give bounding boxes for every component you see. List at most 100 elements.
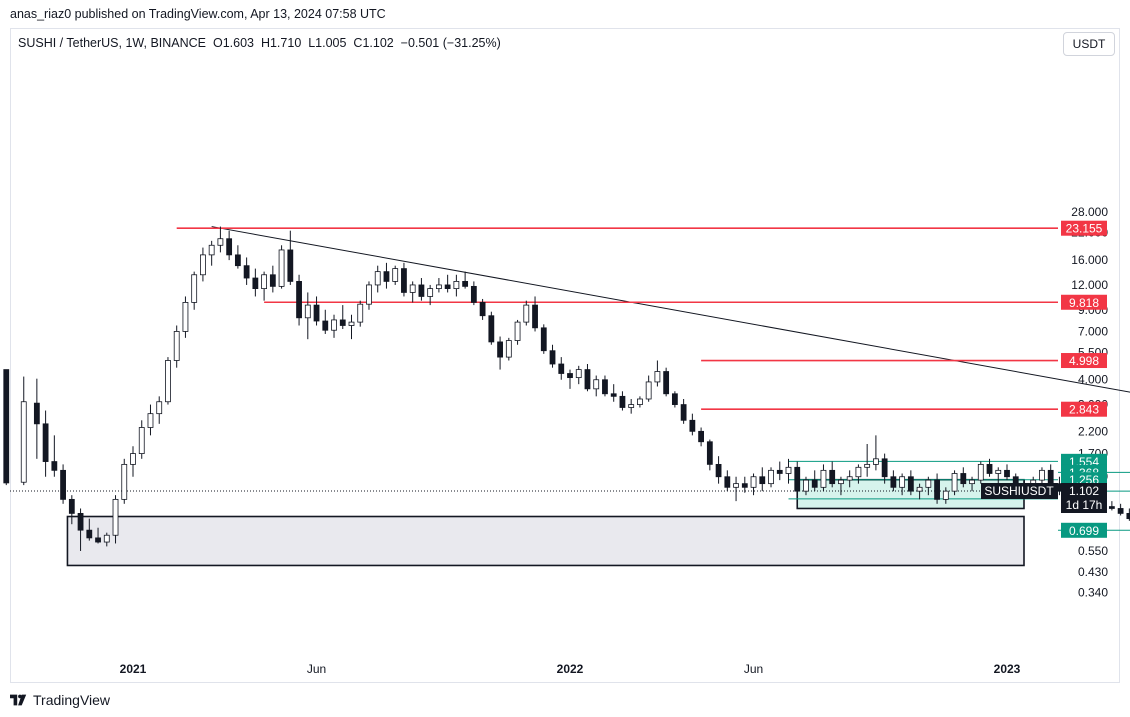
candle [706, 439, 713, 471]
close-label: C [353, 36, 363, 50]
candle-body [942, 490, 949, 500]
currency-button[interactable]: USDT [1063, 32, 1115, 56]
candle-body [418, 284, 425, 297]
candle-body [575, 369, 582, 379]
candle [567, 369, 573, 389]
price-tick-label: 7.000 [1078, 324, 1108, 338]
low-value: 1.005 [315, 36, 347, 50]
candle [121, 458, 128, 504]
candle [287, 230, 294, 285]
candle [820, 464, 827, 492]
candle-body [401, 268, 407, 293]
candle-body [33, 402, 40, 425]
candle-body [191, 274, 198, 303]
time-axis: 2021Jun2022Jun2023Jun2024Jun2025 [120, 662, 1021, 676]
candle [208, 240, 215, 266]
candle-body [51, 461, 58, 471]
candle [191, 271, 198, 310]
symbol-legend[interactable]: SUSHI / TetherUS, 1W, BINANCE O1.603 H1.… [18, 36, 501, 50]
candle-body [322, 320, 329, 331]
resistance-price-label-text: 9.818 [1069, 296, 1099, 310]
candle-body [514, 321, 521, 341]
candle [628, 399, 635, 414]
candle-body [977, 463, 984, 481]
candle-body [383, 271, 390, 282]
candle [435, 278, 442, 293]
candle-body [838, 479, 844, 485]
candle [733, 476, 739, 502]
candle-body [846, 476, 853, 481]
candle [313, 296, 320, 326]
candle [42, 410, 49, 477]
candle-body [1047, 469, 1054, 485]
candle-body [602, 379, 608, 395]
candle-body [112, 498, 119, 536]
candle [130, 446, 136, 477]
resistance-price-label-bg [1061, 294, 1107, 310]
price-tick-label: 16.000 [1071, 253, 1108, 267]
candle-body [558, 363, 565, 374]
support-price-label-bg [1061, 522, 1107, 538]
candle [33, 378, 40, 459]
candle-body [733, 483, 739, 488]
candle [462, 271, 469, 289]
candle-body [208, 244, 215, 256]
price-tick-label: 0.550 [1078, 544, 1108, 558]
candle-body [95, 537, 101, 543]
candle [77, 508, 84, 551]
candle [811, 470, 818, 492]
candle [934, 473, 940, 504]
descending-trendline [211, 226, 1130, 393]
candle [864, 443, 871, 477]
candle [540, 324, 547, 354]
tradingview-brand[interactable]: TradingView [10, 692, 110, 708]
candle-body [811, 479, 818, 488]
candle [1039, 467, 1045, 484]
candle [925, 476, 932, 496]
bar-countdown-text: 1d 17h [1066, 498, 1103, 512]
candle-body [628, 404, 635, 408]
candle [715, 456, 722, 484]
candle [444, 274, 451, 293]
candle [392, 265, 399, 285]
candle [1004, 464, 1010, 481]
publisher-caption: anas_riaz0 published on TradingView.com,… [10, 7, 386, 21]
candle [855, 464, 862, 484]
candle-body [855, 466, 862, 478]
resistance-price-label-text: 4.998 [1069, 354, 1099, 368]
candles-layer [3, 226, 1130, 551]
candle-body [130, 453, 136, 465]
candle-body [803, 479, 809, 492]
candle-body [226, 238, 233, 256]
candle [20, 376, 27, 486]
candle [418, 278, 425, 301]
candle [173, 325, 180, 368]
candle-body [313, 304, 320, 322]
candle [593, 375, 600, 397]
candle [785, 458, 792, 484]
candle [890, 470, 897, 492]
candle-body [1039, 469, 1045, 481]
candle-body [873, 458, 879, 465]
candle [1117, 503, 1124, 516]
level-labels-layer: 23.1559.8184.9982.8431.5541.3681.2561.10… [981, 220, 1107, 538]
change-value: −0.501 (−31.25%) [400, 36, 501, 50]
candle-body [497, 341, 503, 358]
candle-body [567, 373, 573, 379]
candle [637, 396, 643, 408]
candle-body [549, 350, 556, 365]
time-tick-label: Jun [307, 662, 326, 676]
candle-body [890, 476, 897, 488]
candle-body [995, 469, 1002, 474]
candle-body [750, 476, 757, 488]
candle-body [540, 327, 547, 352]
candle [549, 344, 556, 368]
candle [645, 375, 652, 402]
candle-body [1108, 506, 1115, 509]
candle [680, 399, 687, 424]
price-tick-label: 2.200 [1078, 424, 1108, 438]
candle-body [374, 271, 381, 286]
candle [357, 300, 364, 327]
candle [977, 461, 984, 484]
